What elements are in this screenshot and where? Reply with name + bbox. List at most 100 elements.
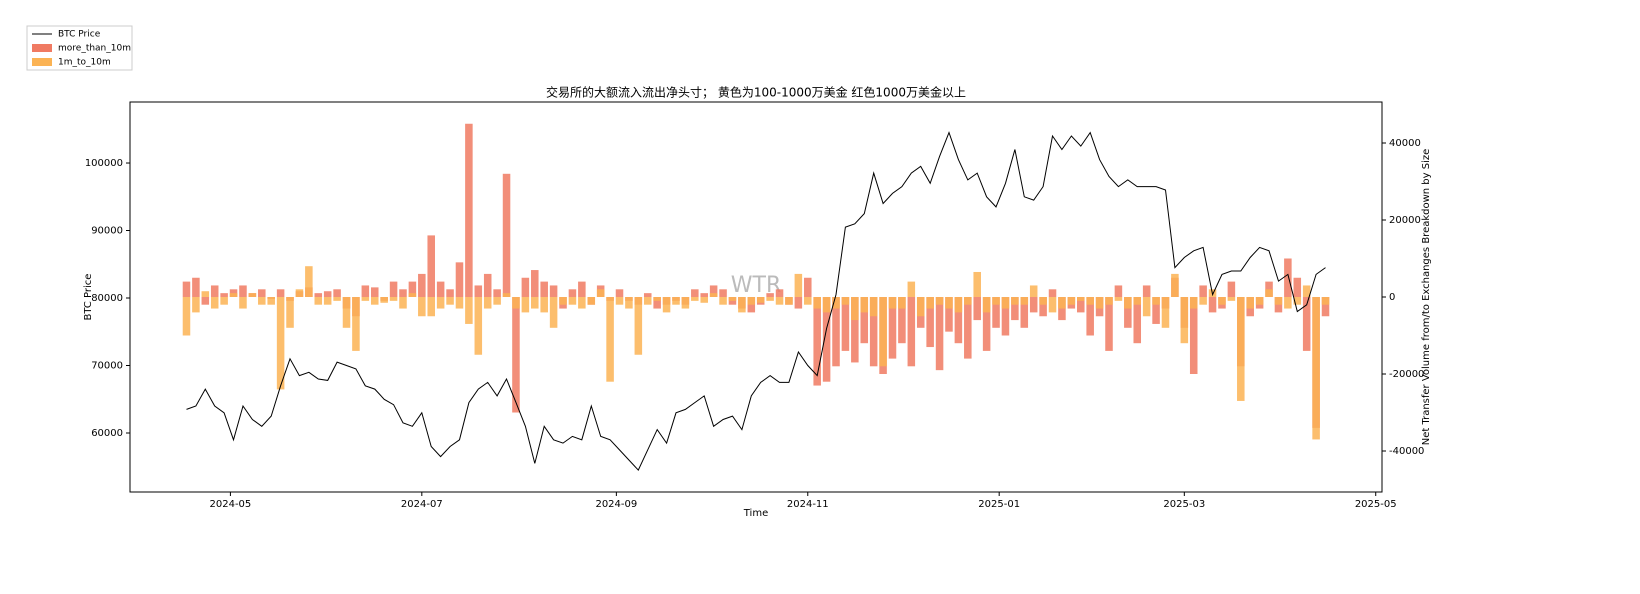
bar — [1312, 297, 1320, 440]
bar — [1274, 297, 1283, 305]
bar — [1077, 297, 1085, 313]
bar — [738, 297, 746, 313]
bar — [1020, 297, 1029, 305]
bar — [851, 297, 859, 363]
bar — [540, 297, 548, 313]
bar — [841, 297, 850, 351]
bar — [691, 289, 699, 297]
bar — [625, 297, 633, 309]
bar — [898, 297, 906, 309]
x-tick-label: 2025-03 — [1163, 499, 1205, 510]
bar — [766, 293, 774, 297]
bar — [1284, 297, 1292, 309]
bar — [455, 297, 464, 309]
bar — [1001, 297, 1010, 309]
bar — [276, 297, 285, 390]
y-tick-label: 80000 — [91, 293, 123, 304]
legend-label: BTC Price — [58, 30, 101, 40]
bar — [201, 291, 210, 297]
bar — [794, 297, 803, 309]
bar — [474, 285, 483, 297]
bar — [662, 297, 671, 313]
bar — [822, 297, 831, 313]
bar — [606, 297, 614, 382]
bar — [860, 297, 869, 344]
bar — [1077, 297, 1085, 301]
y-tick-label: 70000 — [91, 361, 123, 372]
bar — [804, 277, 812, 297]
bar — [436, 281, 445, 297]
bar — [785, 297, 793, 305]
bar — [1011, 297, 1019, 321]
bar — [1011, 297, 1019, 305]
bar — [1284, 258, 1292, 297]
x-tick-label: 2025-05 — [1355, 499, 1397, 510]
bar — [502, 293, 511, 297]
bar — [1152, 297, 1160, 324]
bar — [1189, 297, 1198, 309]
bar — [521, 297, 530, 313]
bar — [333, 297, 341, 301]
bar — [1020, 297, 1029, 328]
bar — [192, 297, 200, 313]
bar — [1321, 297, 1330, 305]
bar — [728, 297, 737, 301]
legend-swatch — [32, 44, 52, 52]
bar — [1067, 297, 1076, 305]
bar — [775, 297, 784, 305]
bar — [1246, 297, 1254, 309]
bar — [389, 297, 398, 301]
bar — [352, 297, 360, 351]
y-tick-label: 100000 — [85, 158, 123, 169]
bar — [615, 289, 624, 297]
bar — [455, 262, 464, 297]
bar — [1161, 297, 1170, 328]
bar — [1001, 297, 1010, 336]
bar — [1133, 297, 1142, 344]
bar — [841, 297, 850, 305]
bar — [286, 297, 294, 328]
bar — [964, 297, 972, 359]
bar — [1227, 297, 1236, 301]
bar — [521, 277, 530, 297]
bar — [531, 297, 539, 309]
bar — [446, 297, 454, 305]
legend-swatch — [32, 58, 52, 66]
y2-tick-label: 40000 — [1389, 138, 1421, 149]
x-tick-label: 2024-05 — [210, 499, 252, 510]
bar — [813, 297, 821, 386]
bar — [719, 289, 727, 297]
bar — [1180, 297, 1189, 344]
bar — [380, 297, 388, 303]
bar — [907, 281, 916, 297]
bar — [888, 297, 897, 309]
y2-tick-label: -20000 — [1389, 369, 1424, 380]
bar — [672, 297, 680, 305]
bar — [1265, 289, 1273, 297]
bar — [210, 297, 219, 309]
bar — [982, 297, 991, 313]
y2-tick-label: 20000 — [1389, 215, 1421, 226]
bar — [653, 297, 661, 301]
bar — [832, 297, 840, 309]
bar — [1293, 277, 1302, 297]
bar — [1029, 297, 1038, 313]
bar — [1189, 297, 1198, 374]
bar — [239, 285, 247, 297]
bar — [305, 266, 313, 297]
bar — [822, 297, 831, 382]
bar — [643, 297, 652, 305]
bar — [926, 297, 934, 348]
y2-tick-label: 0 — [1389, 292, 1395, 303]
bar — [370, 297, 379, 305]
bar — [691, 297, 699, 301]
bar — [954, 297, 963, 313]
bar — [1039, 297, 1047, 317]
bar — [992, 297, 1000, 328]
chart-title: 交易所的大额流入流出净头寸； 黄色为100-1000万美金 红色1000万美金以… — [546, 85, 966, 100]
bar — [1199, 297, 1207, 305]
bar — [474, 297, 483, 355]
bar — [182, 297, 191, 336]
bar — [879, 297, 887, 367]
bar — [709, 293, 718, 297]
